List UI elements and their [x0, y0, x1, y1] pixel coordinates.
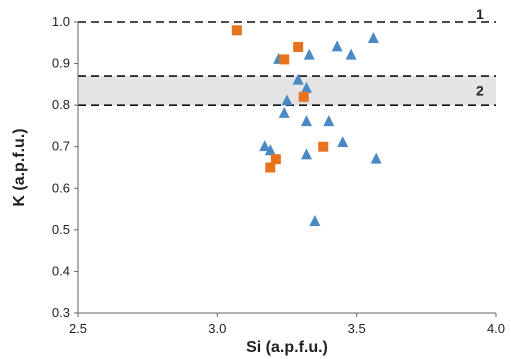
triangle-point [301, 81, 313, 93]
annotation-1-label: 1 [476, 6, 484, 22]
triangle-point [331, 40, 343, 52]
triangle-point [264, 144, 276, 156]
y-tick-label: 0.8 [52, 97, 70, 112]
triangle-point [259, 140, 271, 152]
annotation-2-label: 2 [476, 83, 484, 99]
y-tick-label: 0.9 [52, 56, 70, 71]
triangle-point [278, 106, 290, 118]
square-point [270, 154, 281, 165]
x-tick-label: 3.5 [348, 321, 366, 336]
triangle-point [281, 94, 293, 106]
x-tick-label: 4.0 [487, 321, 505, 336]
y-tick-label: 0.4 [52, 263, 70, 278]
y-axis-title: K (a.p.f.u.) [11, 128, 28, 206]
triangle-point [301, 115, 313, 127]
triangle-point [337, 135, 349, 147]
triangle-point [367, 32, 379, 44]
square-point [231, 25, 242, 36]
triangle-point [309, 214, 321, 226]
x-tick-label: 3.0 [208, 321, 226, 336]
square-point [318, 141, 329, 152]
square-point [298, 91, 309, 102]
y-tick-label: 0.6 [52, 180, 70, 195]
triangle-point [323, 115, 335, 127]
triangle-point [345, 48, 357, 60]
triangle-point [292, 73, 304, 85]
square-point [279, 54, 290, 65]
x-tick-label: 2.5 [69, 321, 87, 336]
square-point [293, 41, 304, 52]
triangle-point [301, 148, 313, 160]
y-tick-label: 0.7 [52, 139, 70, 154]
triangle-point [370, 152, 382, 164]
x-axis-title: Si (a.p.f.u.) [246, 339, 328, 356]
triangle-point [303, 48, 315, 60]
y-tick-label: 0.3 [52, 305, 70, 320]
y-tick-label: 1.0 [52, 14, 70, 29]
square-point [265, 162, 276, 173]
y-tick-label: 0.5 [52, 222, 70, 237]
